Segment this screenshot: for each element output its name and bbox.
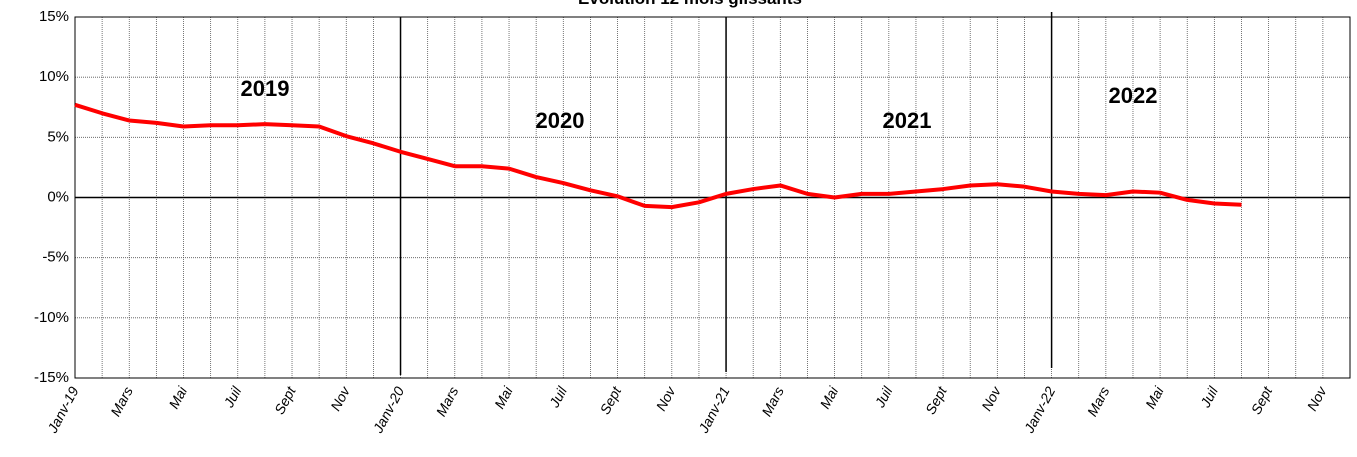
year-label: 2022 <box>1109 83 1158 108</box>
y-tick-label: 0% <box>47 188 69 205</box>
y-tick-label: 5% <box>47 128 69 145</box>
x-tick-label: Juil <box>1197 383 1222 411</box>
x-tick-label: Mai <box>817 383 842 411</box>
year-label: 2020 <box>536 108 585 133</box>
y-tick-label: -10% <box>34 309 69 326</box>
x-tick-label: Janv-19 <box>44 384 82 437</box>
y-tick-label: 15% <box>39 8 69 25</box>
x-tick-label: Juil <box>545 383 570 411</box>
x-tick-label: Mars <box>1084 384 1113 419</box>
x-tick-label: Sept <box>597 383 625 417</box>
plot-frame <box>74 16 1351 379</box>
y-tick-label: 10% <box>39 68 69 85</box>
x-tick-label: Nov <box>1304 383 1330 413</box>
year-label: 2021 <box>883 108 932 133</box>
x-tick-label: Mai <box>491 383 516 411</box>
x-tick-label: Nov <box>653 383 679 413</box>
x-tick-label: Sept <box>1248 383 1276 417</box>
y-tick-label: -5% <box>42 249 69 266</box>
x-tick-label: Sept <box>271 383 299 417</box>
chart-title: Evolution 12 mois glissants <box>578 0 802 8</box>
year-label: 2019 <box>241 76 290 101</box>
x-tick-label: Mai <box>165 383 190 411</box>
x-tick-label: Sept <box>922 383 950 417</box>
x-tick-label: Janv-20 <box>369 384 407 437</box>
x-tick-label: Janv-21 <box>695 384 733 436</box>
x-tick-label: Janv-22 <box>1020 384 1058 437</box>
x-tick-label: Mars <box>107 384 136 419</box>
y-tick-label: -15% <box>34 369 69 386</box>
x-tick-label: Juil <box>871 383 896 411</box>
x-tick-label: Mai <box>1142 383 1167 411</box>
data-line <box>74 102 1242 210</box>
x-tick-label: Juil <box>220 383 245 411</box>
x-tick-label: Mars <box>433 384 462 419</box>
x-tick-label: Nov <box>978 383 1004 413</box>
x-tick-label: Nov <box>327 383 353 413</box>
x-tick-label: Mars <box>758 384 787 419</box>
